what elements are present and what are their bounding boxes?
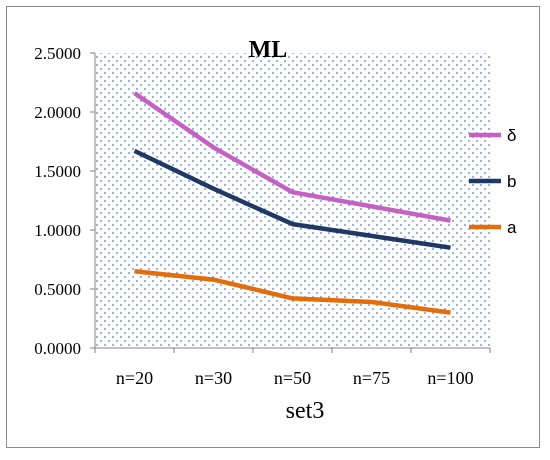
plot-area: [95, 53, 490, 348]
series-line-2: [133, 148, 451, 250]
chart-frame: 0.0000 0.5000 1.0000 1.5000 2.0000 2.5000 n=2…: [6, 6, 540, 448]
x-axis-label: set3: [286, 398, 325, 424]
x-tick-label: n=75: [353, 368, 390, 388]
y-tick-label: 2.0000: [34, 103, 81, 122]
series-line-1: [133, 91, 451, 223]
chart-title: ML: [249, 37, 288, 63]
series-line-3: [134, 269, 451, 315]
axes: [94, 53, 490, 349]
y-tick-label: 0.0000: [34, 339, 81, 358]
x-tick-label: n=50: [274, 368, 311, 388]
y-tick-label: 1.5000: [34, 162, 81, 181]
legend-label: b: [507, 172, 516, 191]
series-lines: [133, 91, 451, 315]
y-axis-ticks: 0.0000 0.5000 1.0000 1.5000 2.0000 2.5000: [34, 44, 95, 358]
x-tick-label: n=100: [427, 368, 473, 388]
x-axis-ticks: n=20 n=30 n=50 n=75 n=100: [94, 348, 491, 388]
y-tick-label: 0.5000: [34, 280, 81, 299]
x-tick-label: n=20: [116, 368, 153, 388]
y-tick-label: 1.0000: [34, 221, 81, 240]
x-tick-label: n=30: [195, 368, 232, 388]
legend-label: δ: [507, 126, 516, 145]
legend: δ b a: [469, 126, 517, 237]
legend-label: a: [507, 218, 517, 237]
y-tick-label: 2.5000: [34, 44, 81, 63]
line-chart: 0.0000 0.5000 1.0000 1.5000 2.0000 2.5000 n=2…: [34, 37, 517, 424]
